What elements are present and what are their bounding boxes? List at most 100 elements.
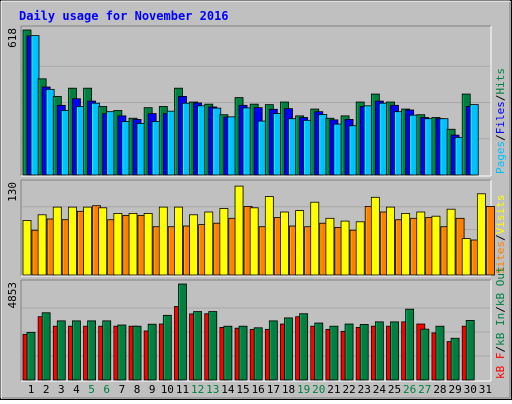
legend-entry: / bbox=[494, 234, 507, 241]
bar-visits-day-13 bbox=[204, 211, 214, 276]
x-tick-day-12: 12 bbox=[191, 383, 204, 396]
x-tick-day-28: 28 bbox=[433, 383, 446, 396]
x-axis-labels: 1 2 3 4 5 6 7 8 9 10 11 12 13 14 15 16 17 18 19 20 21 22 23 24 2… bbox=[28, 383, 492, 396]
x-tick-day-30: 30 bbox=[464, 383, 477, 396]
panel-visits-sites: 130 Sites/Visits bbox=[6, 179, 507, 277]
bar-visits-day-17 bbox=[264, 196, 274, 276]
x-tick-day-24: 24 bbox=[373, 383, 387, 396]
legend-entry: kB Out bbox=[494, 266, 507, 306]
bar-kb-out-day-17 bbox=[268, 320, 278, 381]
bar-visits-day-2 bbox=[37, 214, 47, 276]
x-tick-day-9: 9 bbox=[149, 383, 156, 396]
x-tick-day-3: 3 bbox=[58, 383, 65, 396]
bar-visits-day-21 bbox=[325, 217, 335, 276]
bar-visits-day-18 bbox=[280, 211, 289, 276]
bar-visits-day-12 bbox=[189, 214, 199, 276]
bar-kb-out-day-10 bbox=[162, 314, 172, 381]
x-tick-day-29: 29 bbox=[448, 383, 461, 396]
legend-entry: / bbox=[494, 134, 507, 141]
x-tick-day-21: 21 bbox=[327, 383, 340, 396]
panel-legend: kB F/kB In/kB Out bbox=[494, 266, 507, 379]
bar-visits-day-26 bbox=[401, 212, 411, 276]
x-tick-day-10: 10 bbox=[161, 383, 174, 396]
bar-kb-out-day-6 bbox=[102, 320, 112, 381]
bar-visits-day-19 bbox=[295, 210, 305, 276]
bar-kb-out-day-14 bbox=[223, 325, 233, 381]
x-tick-day-11: 11 bbox=[176, 383, 189, 396]
bar-kb-out-day-12 bbox=[193, 311, 203, 381]
bar-visits-day-28 bbox=[431, 215, 441, 276]
bar-visits-day-31 bbox=[476, 193, 486, 276]
legend-entry: / bbox=[494, 95, 507, 102]
bar-sites-day-31 bbox=[485, 205, 495, 276]
x-tick-day-18: 18 bbox=[282, 383, 295, 396]
bar-kb-out-day-5 bbox=[87, 320, 96, 381]
bar-visits-day-4 bbox=[68, 206, 77, 276]
bar-kb-out-day-30 bbox=[465, 320, 475, 381]
bar-visits-day-16 bbox=[249, 207, 259, 276]
legend-entry: / bbox=[494, 306, 507, 313]
bar-visits-day-6 bbox=[98, 207, 108, 276]
bar-kb-out-day-25 bbox=[390, 321, 399, 381]
panels: 618Pages/Files/Hits130Sites/Visits4853kB… bbox=[6, 25, 507, 382]
bar-kb-out-day-21 bbox=[329, 325, 339, 381]
bar-kb-out-day-27 bbox=[420, 328, 430, 381]
x-tick-day-8: 8 bbox=[134, 383, 141, 396]
bar-kb-out-day-8 bbox=[132, 325, 142, 381]
bar-kb-out-day-20 bbox=[314, 322, 324, 381]
legend-entry: kB F bbox=[494, 353, 507, 380]
panel-max-label: 618 bbox=[6, 28, 19, 48]
x-tick-day-23: 23 bbox=[358, 383, 371, 396]
bar-kb-out-day-15 bbox=[238, 325, 248, 381]
bar-visits-day-23 bbox=[355, 221, 365, 276]
panel-legend: Sites/Visits bbox=[494, 195, 507, 275]
bar-visits-day-7 bbox=[113, 212, 123, 276]
bar-kb-out-day-28 bbox=[435, 325, 445, 381]
bar-kb-out-day-7 bbox=[117, 324, 127, 381]
bar-kb-out-day-4 bbox=[72, 320, 81, 381]
legend-entry: Pages bbox=[494, 141, 507, 174]
bar-visits-day-24 bbox=[370, 196, 380, 276]
legend-entry: Visits bbox=[494, 195, 507, 235]
x-tick-day-13: 13 bbox=[206, 383, 219, 396]
x-tick-day-5: 5 bbox=[88, 383, 95, 396]
bar-visits-day-25 bbox=[386, 206, 395, 276]
bar-visits-day-5 bbox=[83, 206, 92, 276]
bar-visits-day-29 bbox=[446, 208, 456, 276]
x-tick-day-17: 17 bbox=[267, 383, 280, 396]
x-tick-day-20: 20 bbox=[312, 383, 325, 396]
x-tick-day-2: 2 bbox=[43, 383, 50, 396]
x-tick-day-4: 4 bbox=[73, 383, 80, 396]
bar-kb-out-day-9 bbox=[147, 323, 157, 381]
chart-title: Daily usage for November 2016 bbox=[19, 9, 229, 23]
panel-max-label: 130 bbox=[6, 182, 19, 202]
x-tick-day-16: 16 bbox=[252, 383, 265, 396]
bar-kb-out-day-13 bbox=[208, 311, 218, 381]
bar-kb-out-day-24 bbox=[374, 321, 384, 381]
x-tick-day-25: 25 bbox=[388, 383, 401, 396]
bar-kb-out-day-19 bbox=[299, 313, 309, 381]
legend-entry: Hits bbox=[494, 68, 507, 95]
bar-kb-out-day-18 bbox=[284, 317, 293, 381]
x-tick-day-27: 27 bbox=[418, 383, 431, 396]
x-tick-day-1: 1 bbox=[28, 383, 35, 396]
x-tick-day-22: 22 bbox=[342, 383, 355, 396]
bar-kb-out-day-16 bbox=[253, 327, 263, 381]
legend-entry: kB In bbox=[494, 313, 507, 346]
x-tick-day-19: 19 bbox=[297, 383, 310, 396]
legend-text: Sites/Visits bbox=[494, 195, 507, 275]
legend-entry: Files bbox=[494, 101, 507, 134]
bar-visits-day-30 bbox=[461, 238, 471, 276]
bar-visits-day-20 bbox=[310, 201, 320, 276]
bar-visits-day-10 bbox=[158, 206, 168, 276]
x-tick-day-14: 14 bbox=[221, 383, 235, 396]
x-tick-day-6: 6 bbox=[103, 383, 110, 396]
bar-kb-out-day-11 bbox=[178, 283, 187, 381]
bar-kb-out-day-23 bbox=[359, 324, 369, 381]
bar-visits-day-15 bbox=[234, 185, 244, 276]
bar-visits-day-9 bbox=[143, 212, 153, 276]
